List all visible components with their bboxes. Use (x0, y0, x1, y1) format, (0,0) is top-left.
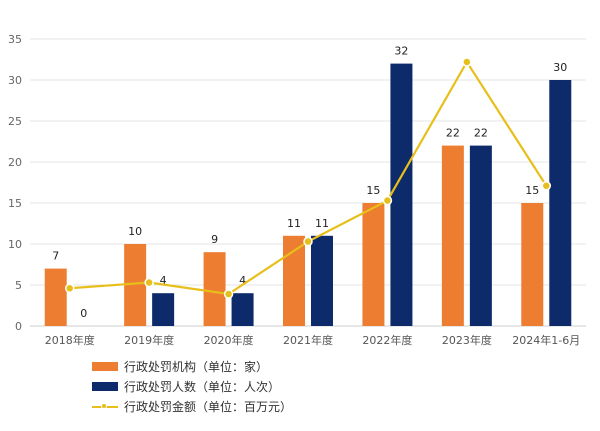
y-tick-label: 30 (8, 74, 22, 87)
line-point (223, 289, 234, 299)
bar-data-label: 15 (525, 184, 539, 197)
bar (441, 145, 464, 326)
bar-data-label: 15 (366, 184, 380, 197)
x-tick-label: 2019年度 (124, 333, 174, 347)
x-tick-label: 2020年度 (204, 333, 254, 347)
x-tick-label: 2018年度 (45, 333, 95, 347)
legend-item-amount: 行政处罚金额（单位：百万元） (92, 396, 292, 416)
bar (390, 63, 413, 326)
bar-data-label: 7 (52, 250, 59, 263)
legend-item-persons: 行政处罚人数（单位：人次） (92, 376, 292, 396)
bar (44, 268, 67, 326)
x-tick-label: 2023年度 (442, 333, 492, 347)
legend-item-institutions: 行政处罚机构（单位：家） (92, 356, 292, 376)
legend-label-persons: 行政处罚人数（单位：人次） (124, 379, 281, 394)
legend-swatch-amount (92, 402, 118, 411)
bar (469, 145, 492, 326)
bar (521, 203, 544, 326)
y-tick-label: 10 (8, 238, 22, 251)
line-point (64, 283, 75, 294)
x-tick-label: 2021年度 (283, 333, 333, 347)
bar-data-label: 4 (160, 274, 167, 287)
bar-data-label: 30 (553, 61, 567, 74)
y-tick-label: 25 (8, 115, 22, 128)
bar (283, 235, 305, 326)
line-point (382, 195, 393, 206)
legend-label-institutions: 行政处罚机构（单位：家） (124, 359, 269, 374)
y-tick-label: 0 (15, 320, 22, 333)
bar-data-label: 11 (315, 217, 329, 230)
chart-legend: 行政处罚机构（单位：家） 行政处罚人数（单位：人次） 行政处罚金额（单位：百万元… (92, 356, 292, 416)
line-point (462, 57, 472, 67)
legend-swatch-institutions (92, 361, 118, 371)
bar-data-label: 11 (287, 217, 301, 230)
x-tick-label: 2022年度 (362, 333, 412, 347)
legend-label-amount: 行政处罚金额（单位：百万元） (124, 399, 293, 414)
bar-data-label: 22 (474, 127, 488, 140)
line-point (541, 181, 552, 191)
line-point (144, 277, 154, 288)
bar (549, 80, 572, 326)
bar-data-label: 4 (239, 274, 246, 287)
x-tick-label: 2024年1-6月 (512, 333, 580, 347)
bar-data-label: 10 (128, 225, 142, 238)
legend-swatch-persons (92, 381, 118, 391)
y-tick-label: 5 (15, 279, 22, 292)
bar (152, 293, 175, 326)
bar (124, 244, 147, 326)
bar-data-label: 9 (211, 233, 218, 246)
bar (231, 293, 254, 326)
y-tick-label: 35 (8, 33, 22, 46)
y-tick-label: 15 (8, 197, 22, 210)
bar (311, 235, 333, 326)
line-point (303, 236, 313, 247)
bar-data-label: 22 (446, 127, 460, 140)
bar-data-label: 32 (394, 45, 408, 58)
bar (362, 203, 385, 326)
y-tick-label: 20 (8, 156, 22, 169)
bar (203, 252, 226, 326)
bar-data-label: 0 (80, 307, 87, 320)
